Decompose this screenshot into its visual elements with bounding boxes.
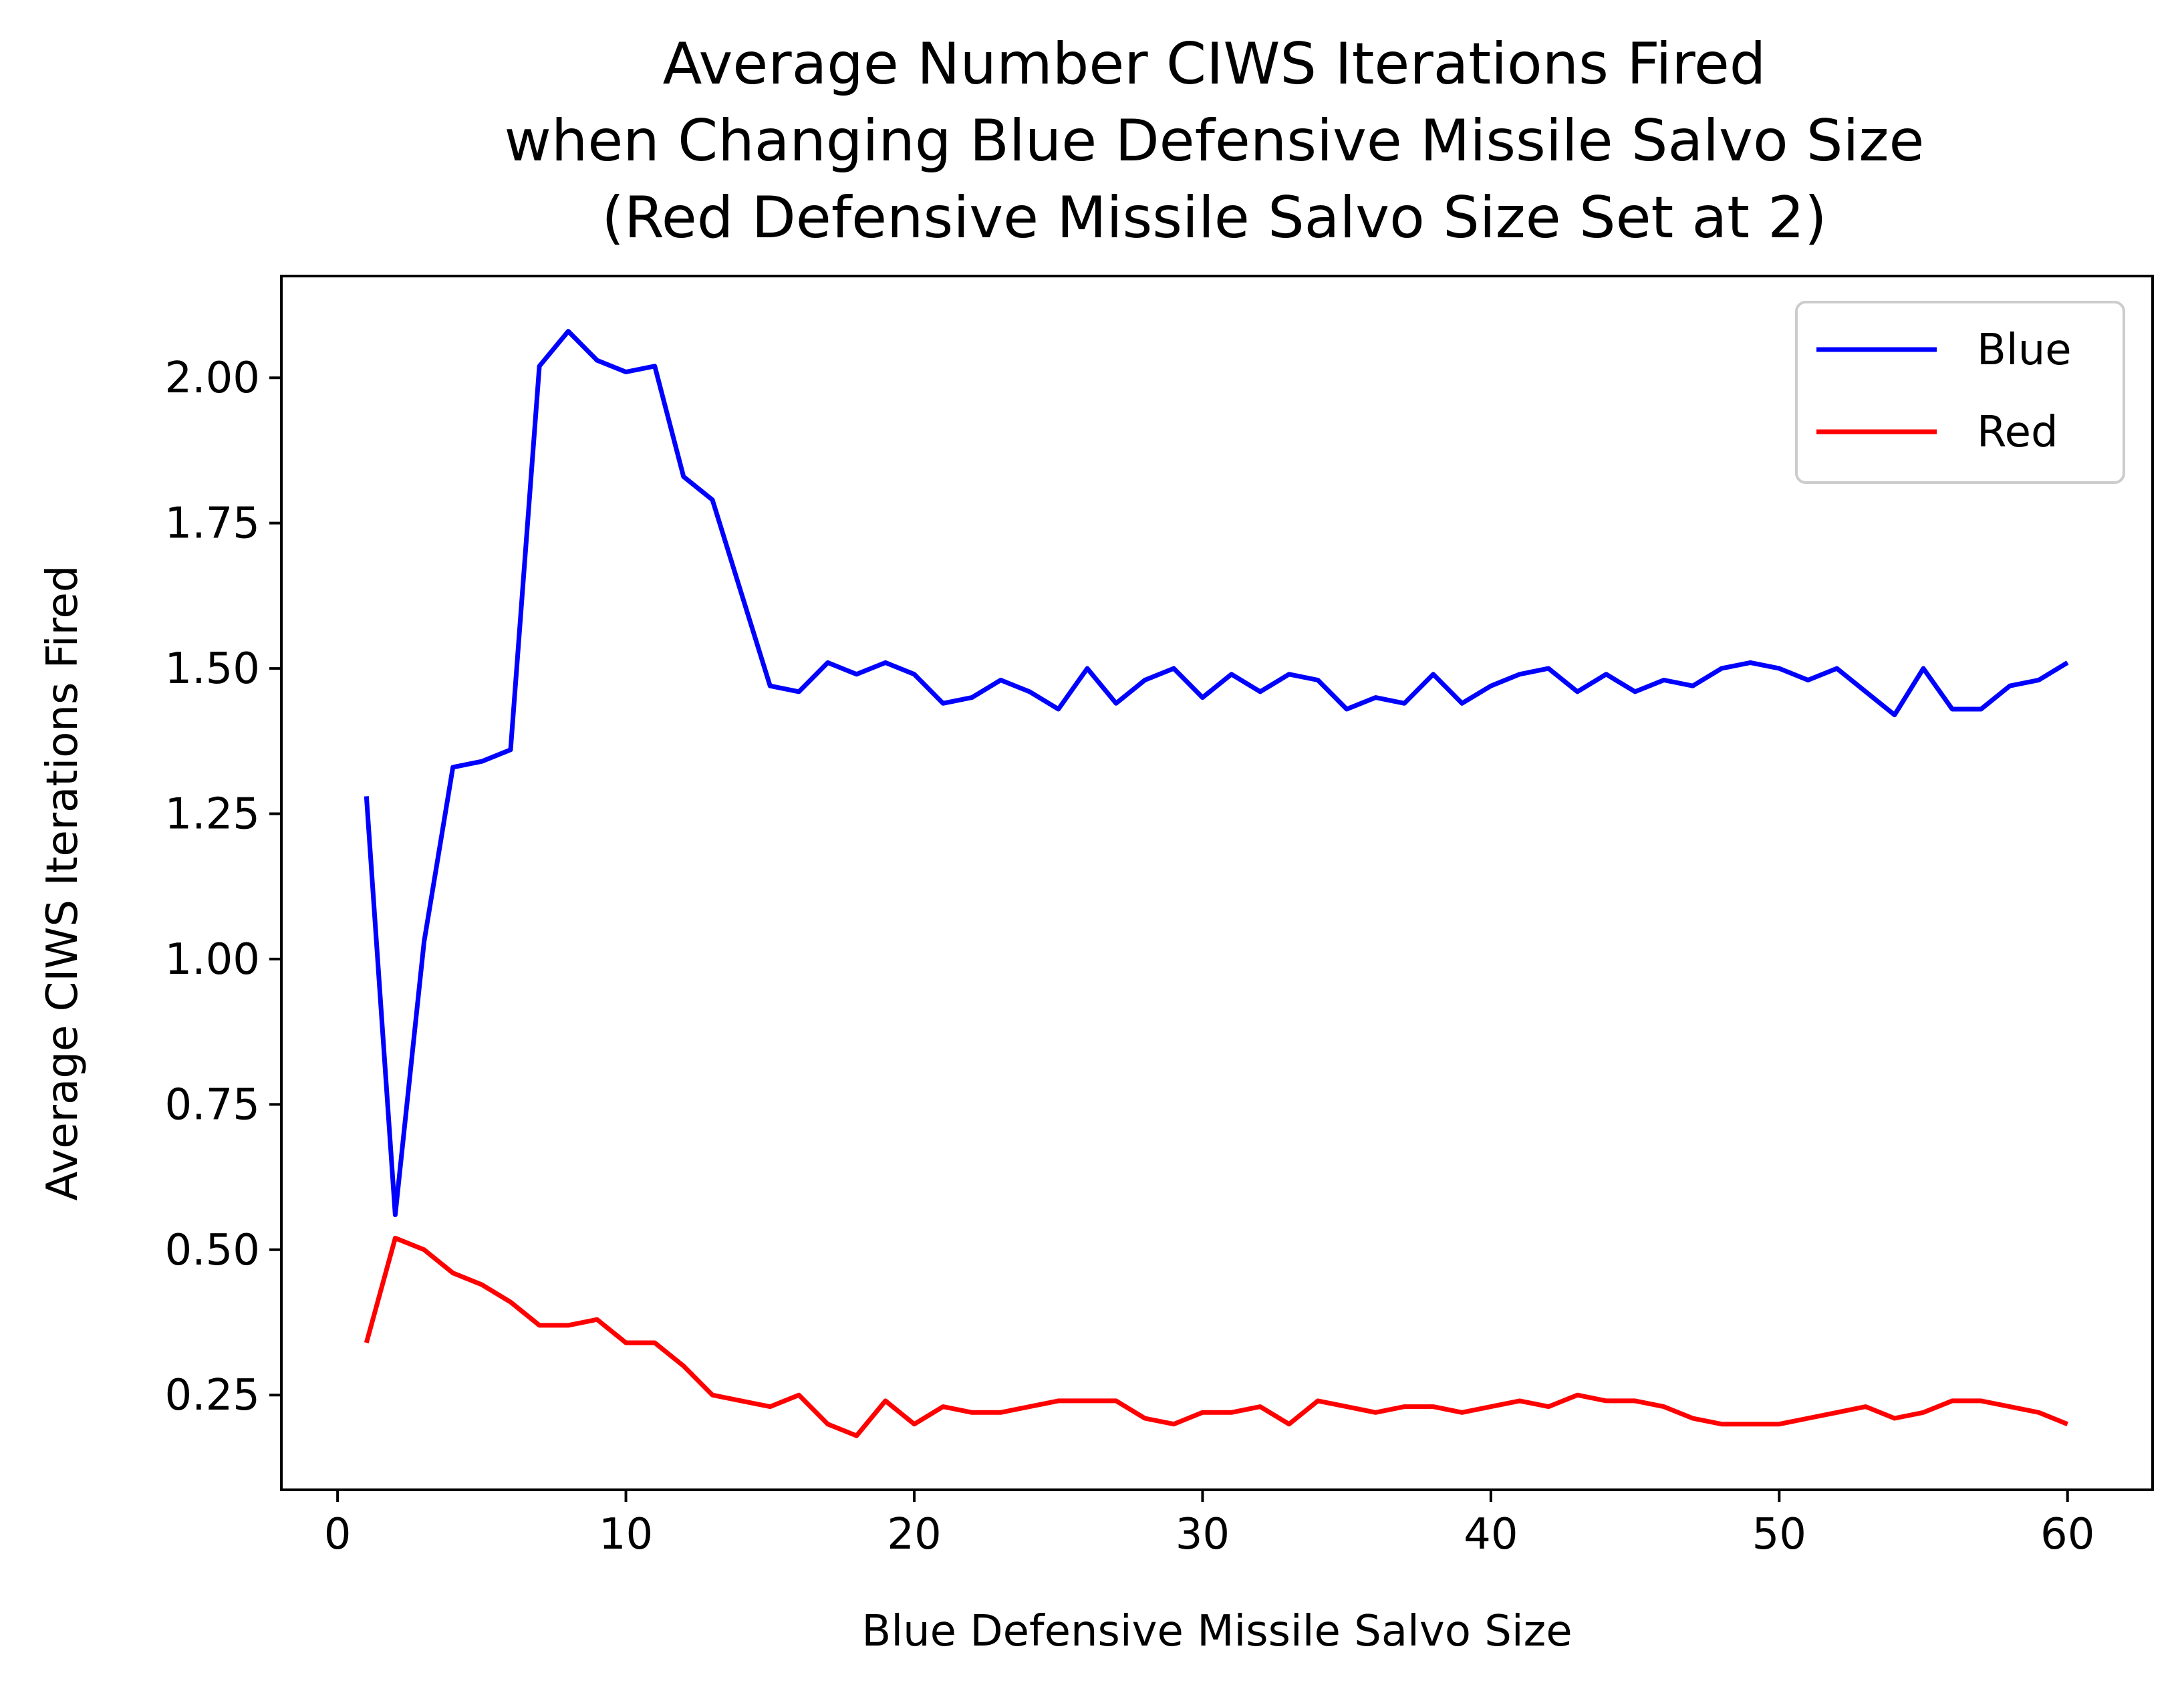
y-tick-label: 1.25 <box>165 790 261 839</box>
x-tick-label: 10 <box>599 1510 653 1559</box>
legend-label-blue: Blue <box>1977 325 2072 375</box>
x-tick-label: 20 <box>887 1510 941 1559</box>
legend-label-red: Red <box>1977 408 2058 457</box>
series-line-red <box>364 1235 2069 1438</box>
x-tick-label: 60 <box>2040 1510 2094 1559</box>
x-tick-label: 50 <box>1752 1510 1806 1559</box>
title-line-3: (Red Defensive Missile Salvo Size Set at… <box>601 184 1826 251</box>
x-axis-label: Blue Defensive Missile Salvo Size <box>861 1607 1572 1656</box>
series-line-blue <box>364 329 2069 1218</box>
x-tick-label: 30 <box>1176 1510 1230 1559</box>
x-tick-label: 0 <box>324 1510 352 1559</box>
series-layer <box>364 329 2069 1438</box>
y-tick-label: 0.50 <box>165 1226 261 1275</box>
y-tick-label: 1.00 <box>165 935 261 985</box>
title-line-2: when Changing Blue Defensive Missile Sal… <box>505 108 1925 174</box>
plot-frame <box>280 275 2154 1491</box>
y-tick-label: 2.00 <box>165 354 261 403</box>
legend-box <box>1795 301 2125 484</box>
y-tick-label: 1.75 <box>165 499 261 549</box>
y-axis-label: Average CIWS Iterations Fired <box>38 565 88 1201</box>
x-axis-ticks: 0 10 20 30 40 50 60 <box>324 1490 2094 1559</box>
x-tick-label: 40 <box>1464 1510 1518 1559</box>
y-tick-label: 1.50 <box>165 644 261 694</box>
y-tick-label: 0.75 <box>165 1080 261 1130</box>
chart-title: Average Number CIWS Iterations Fired whe… <box>505 31 1925 251</box>
y-tick-label: 0.25 <box>165 1371 261 1420</box>
legend: Blue Red <box>1795 301 2125 484</box>
y-axis-ticks: 0.25 0.50 0.75 1.00 1.25 1.50 1.75 2.00 <box>165 354 281 1420</box>
title-line-1: Average Number CIWS Iterations Fired <box>663 31 1766 98</box>
